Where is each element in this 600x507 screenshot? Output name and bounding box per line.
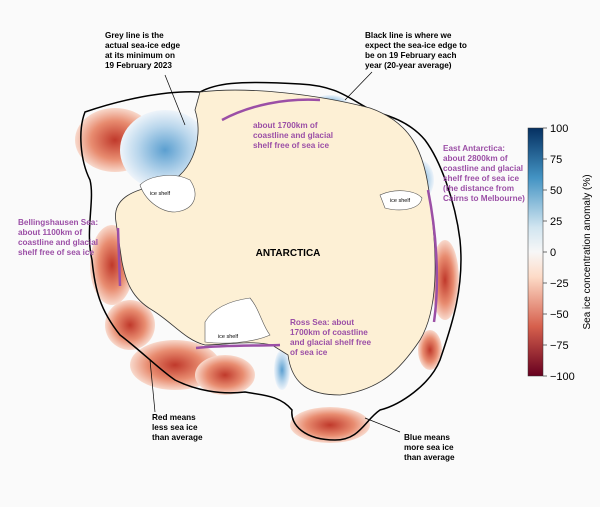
annotation-line: Black line is where we: [365, 31, 452, 40]
annotation-line: coastline and glacial: [18, 238, 98, 247]
annotation: Black line is where we expect the sea-ice…: [365, 31, 467, 70]
colorbar-label: Sea ice concentration anomaly (%): [582, 174, 593, 329]
annotation-line: year (20-year average): [365, 61, 452, 70]
annotation-line: actual sea-ice edge: [105, 41, 181, 50]
colorbar-tick-label: −50: [550, 309, 569, 321]
annotation-line: 19 February 2023: [105, 61, 172, 70]
annotation-line: East Antarctica:: [443, 144, 505, 153]
annotation-line: than average: [404, 453, 455, 462]
annotation-line: Blue means: [404, 433, 450, 442]
continent: [115, 89, 436, 396]
colorbar-tick-label: −100: [550, 371, 575, 383]
annotation-line: (the distance from: [443, 184, 514, 193]
annotation-line: about 2800km of: [443, 154, 508, 163]
annotation-line: more sea ice: [404, 443, 454, 452]
annotation-line: about 1700km of: [253, 121, 318, 130]
colorbar-tick-label: −25: [550, 278, 569, 290]
colorbar-tick-label: 25: [550, 216, 562, 228]
average-ice-edge: [80, 81, 462, 441]
annotation: Bellingshausen Sea: about 1100km of coastl…: [18, 218, 98, 257]
annotation-line: less sea ice: [152, 423, 198, 432]
annotation-line: shelf free of sea ice: [443, 174, 519, 183]
map-label: ANTARCTICA: [256, 248, 321, 259]
colorbar-tick-label: −75: [550, 340, 569, 352]
annotation-line: shelf free of sea ice: [18, 248, 94, 257]
colorbar-tick-label: 0: [550, 247, 556, 259]
annotation-line: shelf free of sea ice: [253, 141, 329, 150]
annotation-line: of sea ice: [290, 348, 328, 357]
colorbar: [527, 127, 544, 377]
annotation-line: and glacial shelf free: [290, 338, 371, 347]
annotation: Ross Sea: about 1700km of coastline and gl…: [290, 318, 371, 357]
colorbar-tick-label: 50: [550, 185, 562, 197]
colorbar-tick-label: 75: [550, 154, 562, 166]
annotation-line: Ross Sea: about: [290, 318, 354, 327]
annotation-line: Bellingshausen Sea:: [18, 218, 98, 227]
annotation-line: at its minimum on: [105, 51, 175, 60]
ice-shelves: [139, 175, 423, 344]
shelf-label: ice shelf: [150, 191, 171, 197]
annotation-line: Grey line is the: [105, 31, 164, 40]
annotation-line: Cairns to Melbourne): [443, 194, 525, 203]
ice-free-coast: [116, 98, 439, 350]
annotation: Blue means more sea ice than average: [404, 433, 455, 462]
annotation: East Antarctica: about 2800km of coastline…: [443, 144, 525, 203]
annotation-line: coastline and glacial: [253, 131, 333, 140]
annotation: Red means less sea ice than average: [152, 413, 203, 442]
shelf-label: ice shelf: [390, 198, 411, 204]
annotation-line: Red means: [152, 413, 196, 422]
leader-lines: [149, 71, 401, 433]
annotation-line: 1700km of coastline: [290, 328, 368, 337]
annotation-line: than average: [152, 433, 203, 442]
annotation-line: expect the sea-ice edge to: [365, 41, 467, 50]
annotation: about 1700km of coastline and glacial shel…: [253, 121, 333, 150]
annotation-line: coastline and glacial: [443, 164, 523, 173]
annotation-line: about 1100km of: [18, 228, 82, 237]
annotation-line: be on 19 February each: [365, 51, 456, 60]
shelf-label: ice shelf: [218, 334, 239, 340]
colorbar-tick-label: 100: [550, 123, 568, 135]
annotation: Grey line is the actual sea-ice edge at it…: [105, 31, 181, 70]
